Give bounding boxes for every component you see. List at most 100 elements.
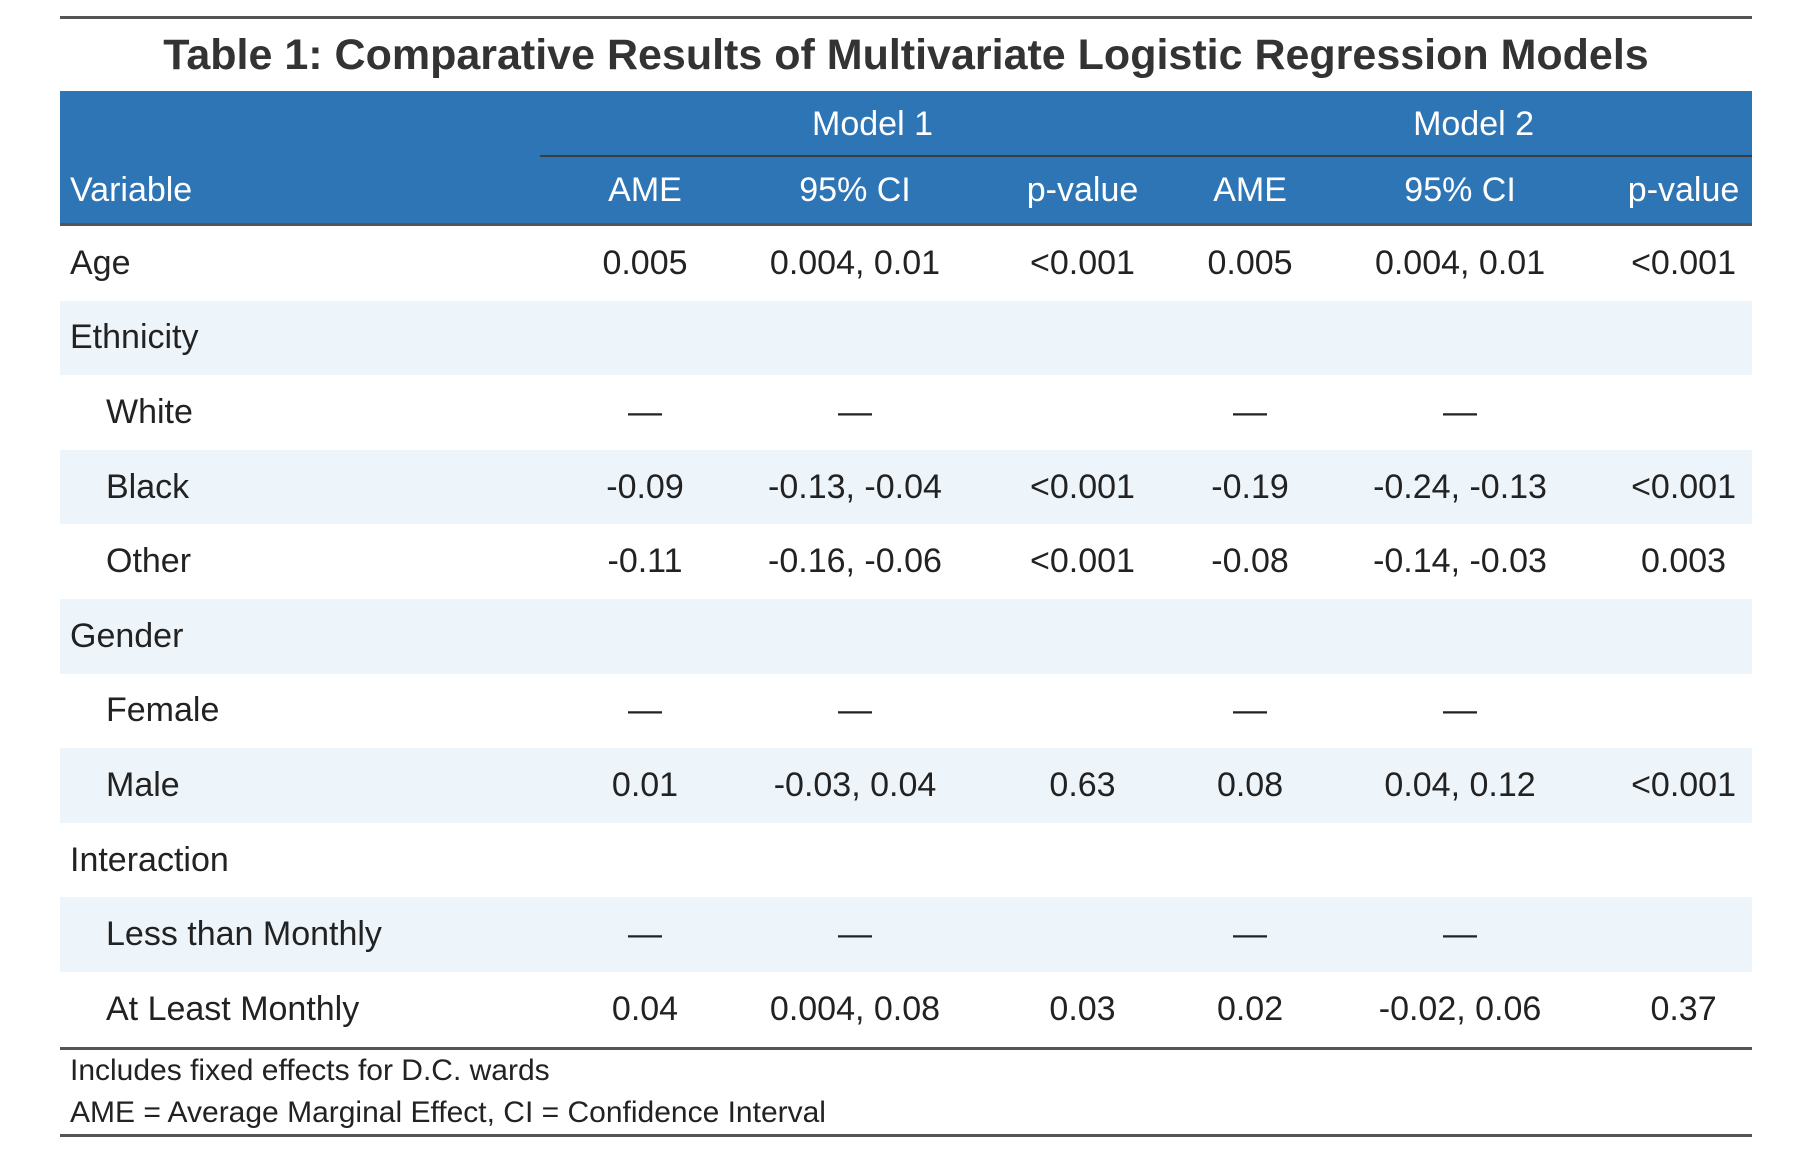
table-row: Male 0.01 -0.03, 0.04 0.63 0.08 0.04, 0.12 <0.… bbox=[60, 748, 1753, 823]
pvalue-2-cell bbox=[1615, 375, 1752, 450]
pvalue-2-cell: 0.37 bbox=[1650, 989, 1717, 1028]
ci-2-cell: 0.004, 0.01 bbox=[1374, 243, 1546, 282]
row-sublabel: Female bbox=[106, 691, 220, 730]
ci-1-cell bbox=[740, 300, 970, 376]
table-row: At Least Monthly 0.04 0.004, 0.08 0.03 0.02 -… bbox=[60, 972, 1752, 1047]
table-title: Table 1: Comparative Results of Multivar… bbox=[163, 31, 1649, 79]
pvalue-1-cell: <0.001 bbox=[1030, 243, 1135, 282]
ci-2-cell: -0.02, 0.06 bbox=[1378, 989, 1542, 1028]
spanner-empty bbox=[60, 91, 550, 157]
model-1-label: Model 1 bbox=[812, 104, 933, 143]
pvalue-1-cell: 0.03 bbox=[1049, 989, 1116, 1028]
model-1-underline bbox=[540, 155, 1196, 157]
ame-2-cell bbox=[1195, 300, 1306, 376]
table-notes: Includes fixed effects for D.C. wards AM… bbox=[60, 1050, 1752, 1134]
table-row: Gender bbox=[60, 598, 1753, 674]
ame-1-cell: 0.005 bbox=[602, 243, 688, 282]
row-label: Age bbox=[70, 243, 131, 282]
row-sublabel: Male bbox=[60, 748, 550, 823]
table-row: Other -0.11 -0.16, -0.06 <0.001 -0.08 -0.14, … bbox=[60, 524, 1752, 599]
ame-2-cell: 0.005 bbox=[1207, 243, 1293, 282]
ci-1-cell bbox=[740, 598, 970, 674]
regression-table: Table 1: Comparative Results of Multivar… bbox=[60, 16, 1753, 1137]
table-row: Ethnicity bbox=[60, 300, 1753, 376]
table-row: Age 0.005 0.004, 0.01 <0.001 0.005 0.004, 0.0… bbox=[60, 225, 1752, 301]
ci-1-cell bbox=[740, 823, 970, 898]
column-header-ame-1: AME bbox=[550, 157, 740, 226]
pvalue-1-cell bbox=[970, 598, 1196, 674]
table-header: Model 1 Model 2 Variable AME 95% CI p-va… bbox=[60, 91, 1753, 226]
pvalue-1-cell: 0.63 bbox=[970, 748, 1196, 823]
ame-2-cell bbox=[1195, 823, 1305, 898]
ci-2-cell bbox=[1305, 598, 1616, 674]
ci-2-cell: -0.14, -0.03 bbox=[1373, 542, 1547, 581]
ame-1-cell: -0.09 bbox=[550, 449, 740, 525]
ame-1-cell bbox=[550, 300, 740, 376]
ame-2-cell: — bbox=[1233, 392, 1268, 431]
pvalue-2-cell bbox=[1615, 300, 1753, 376]
ci-1-cell: -0.13, -0.04 bbox=[740, 449, 970, 525]
ame-2-cell: — bbox=[1195, 897, 1306, 972]
row-sublabel: Other bbox=[106, 542, 192, 581]
model-2-label: Model 2 bbox=[1413, 104, 1535, 143]
pvalue-1-cell: <0.001 bbox=[970, 449, 1196, 525]
column-header-variable: Variable bbox=[60, 157, 550, 226]
ame-1-cell bbox=[550, 598, 740, 674]
table-body: Age 0.005 0.004, 0.01 <0.001 0.005 0.004, 0.0… bbox=[60, 225, 1753, 1047]
ame-1-cell: — bbox=[628, 392, 662, 431]
pvalue-2-cell bbox=[1615, 598, 1753, 674]
ci-2-cell: — bbox=[1305, 897, 1616, 972]
pvalue-1-cell bbox=[970, 897, 1196, 972]
ame-2-cell: — bbox=[1233, 691, 1268, 730]
note-abbreviations: AME = Average Marginal Effect, CI = Conf… bbox=[70, 1095, 826, 1129]
ame-2-cell: 0.02 bbox=[1216, 989, 1284, 1028]
top-rule bbox=[60, 16, 1752, 19]
model-1-spanner: Model 1 bbox=[540, 91, 1196, 157]
pvalue-2-cell: <0.001 bbox=[1631, 243, 1737, 282]
pvalue-1-cell: <0.001 bbox=[1030, 542, 1135, 581]
pvalue-2-cell: 0.003 bbox=[1641, 542, 1727, 581]
ame-1-cell: 0.01 bbox=[550, 748, 740, 823]
pvalue-1-cell bbox=[970, 375, 1195, 450]
table-row: Less than Monthly — — — — bbox=[60, 897, 1753, 972]
ame-1-cell: -0.11 bbox=[607, 542, 683, 581]
column-header-ame-2: AME bbox=[1195, 157, 1306, 226]
ci-2-cell: — bbox=[1443, 392, 1478, 431]
ame-2-cell: -0.19 bbox=[1195, 449, 1306, 525]
row-sublabel: At Least Monthly bbox=[106, 989, 360, 1028]
bottom-rule bbox=[60, 1046, 1752, 1050]
ame-1-cell: 0.04 bbox=[611, 989, 679, 1028]
ci-2-cell: 0.04, 0.12 bbox=[1305, 748, 1616, 823]
column-header-row: Variable AME 95% CI p-value AME 95% CI p… bbox=[60, 157, 1753, 226]
row-label: Interaction bbox=[70, 840, 229, 879]
ci-2-cell: -0.24, -0.13 bbox=[1305, 449, 1616, 525]
note-fixed-effects: Includes fixed effects for D.C. wards bbox=[70, 1053, 550, 1087]
ci-1-cell: — bbox=[838, 392, 872, 431]
row-sublabel: Black bbox=[60, 449, 550, 525]
end-rule bbox=[60, 1133, 1752, 1137]
model-2-spanner: Model 2 bbox=[1195, 91, 1753, 157]
ci-2-cell: — bbox=[1443, 691, 1478, 730]
row-sublabel: Less than Monthly bbox=[60, 897, 550, 972]
ame-1-cell: — bbox=[550, 897, 740, 972]
table-row: Female — — — — bbox=[60, 674, 1752, 749]
row-label: Ethnicity bbox=[60, 300, 550, 376]
ci-1-cell: — bbox=[838, 691, 872, 730]
pvalue-1-cell bbox=[970, 674, 1195, 749]
pvalue-2-cell: <0.001 bbox=[1615, 748, 1753, 823]
column-header-ci-1: 95% CI bbox=[740, 157, 970, 226]
table-row: White — — — — bbox=[60, 375, 1752, 450]
ci-1-cell: -0.03, 0.04 bbox=[740, 748, 970, 823]
ame-1-cell: — bbox=[628, 691, 662, 730]
table-row: Black -0.09 -0.13, -0.04 <0.001 -0.19 -0.24, … bbox=[60, 449, 1753, 525]
table-row: Interaction bbox=[60, 823, 1752, 898]
model-spanner-row: Model 1 Model 2 bbox=[60, 91, 1753, 157]
column-header-pvalue-2: p-value bbox=[1615, 157, 1753, 226]
ci-2-cell bbox=[1305, 300, 1616, 376]
row-sublabel: White bbox=[106, 392, 193, 431]
pvalue-2-cell bbox=[1615, 674, 1752, 749]
ame-2-cell: -0.08 bbox=[1211, 542, 1289, 581]
ci-2-cell bbox=[1305, 823, 1615, 898]
pvalue-1-cell bbox=[970, 823, 1195, 898]
ame-2-cell bbox=[1195, 598, 1306, 674]
